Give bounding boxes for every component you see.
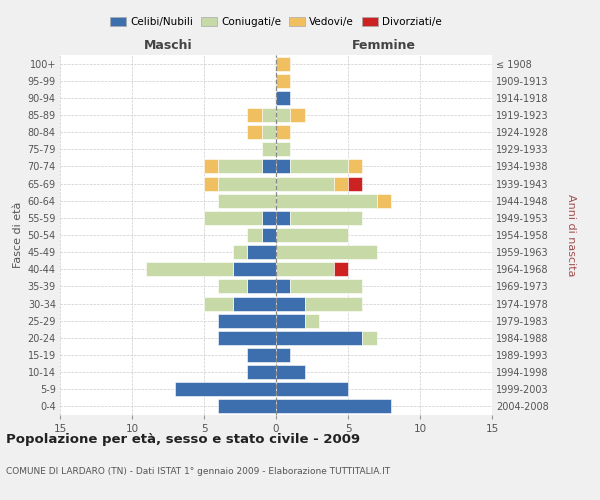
Bar [204,176,218,190]
Bar [276,331,362,345]
Bar [204,160,218,173]
Bar [218,314,276,328]
Bar [262,211,276,225]
Bar [305,314,319,328]
Bar [276,348,290,362]
Bar [218,400,276,413]
Bar [218,176,276,190]
Y-axis label: Fasce di età: Fasce di età [13,202,23,268]
Bar [262,160,276,173]
Bar [262,228,276,242]
Bar [233,245,247,259]
Text: Popolazione per età, sesso e stato civile - 2009: Popolazione per età, sesso e stato civil… [6,432,360,446]
Bar [305,296,362,310]
Bar [175,382,276,396]
Bar [218,331,276,345]
Bar [262,142,276,156]
Y-axis label: Anni di nascita: Anni di nascita [566,194,575,276]
Bar [348,160,362,173]
Bar [276,160,290,173]
Bar [290,211,362,225]
Bar [218,280,247,293]
Bar [276,56,290,70]
Bar [276,262,334,276]
Bar [276,125,290,139]
Bar [204,211,262,225]
Text: Maschi: Maschi [143,38,193,52]
Bar [204,296,233,310]
Bar [146,262,233,276]
Bar [276,176,334,190]
Bar [218,160,262,173]
Bar [247,280,276,293]
Bar [334,262,348,276]
Bar [276,382,348,396]
Bar [290,160,348,173]
Bar [276,314,305,328]
Bar [276,245,377,259]
Bar [377,194,391,207]
Bar [247,245,276,259]
Bar [247,228,262,242]
Bar [276,142,290,156]
Bar [334,176,348,190]
Bar [233,262,276,276]
Bar [276,228,348,242]
Bar [276,194,377,207]
Bar [247,348,276,362]
Bar [276,365,305,379]
Bar [262,125,276,139]
Bar [276,280,290,293]
Bar [276,296,305,310]
Bar [247,365,276,379]
Bar [276,108,290,122]
Bar [276,400,391,413]
Bar [262,108,276,122]
Bar [290,108,305,122]
Bar [247,108,262,122]
Bar [233,296,276,310]
Bar [218,194,276,207]
Text: Femmine: Femmine [352,38,416,52]
Legend: Celibi/Nubili, Coniugati/e, Vedovi/e, Divorziati/e: Celibi/Nubili, Coniugati/e, Vedovi/e, Di… [106,12,446,31]
Bar [276,74,290,88]
Bar [276,91,290,105]
Text: COMUNE DI LARDARO (TN) - Dati ISTAT 1° gennaio 2009 - Elaborazione TUTTITALIA.IT: COMUNE DI LARDARO (TN) - Dati ISTAT 1° g… [6,468,390,476]
Bar [276,211,290,225]
Bar [247,125,262,139]
Bar [290,280,362,293]
Bar [362,331,377,345]
Bar [348,176,362,190]
